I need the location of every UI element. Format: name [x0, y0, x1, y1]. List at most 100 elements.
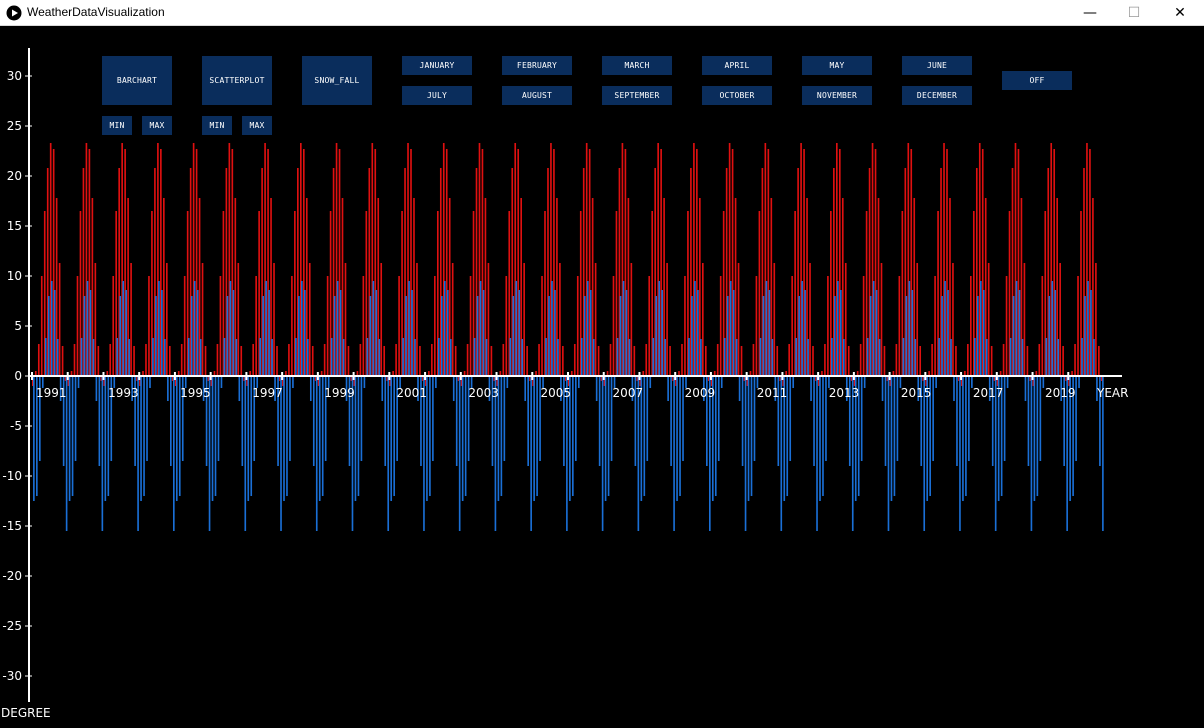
bar-min [447, 290, 449, 376]
bar-min [867, 338, 869, 376]
bar-min [763, 296, 765, 376]
bar-min [146, 376, 148, 461]
bar-max [431, 344, 433, 376]
snowfall-button[interactable]: SNOW_FALL [302, 56, 372, 105]
y-tick-label: -30 [2, 669, 22, 683]
bar-max [899, 276, 901, 376]
month-button-september[interactable]: SEPTEMBER [602, 86, 672, 105]
bar-min [742, 376, 744, 466]
bar-max [312, 346, 314, 376]
y-tick-label: -5 [10, 419, 22, 433]
scatterplot-max-button[interactable]: MAX [242, 116, 272, 135]
barchart-min-button[interactable]: MIN [102, 116, 132, 135]
bar-max [613, 276, 615, 376]
bar-min [670, 376, 672, 466]
bar-min [507, 376, 509, 388]
bar-min [521, 339, 523, 376]
maximize-button[interactable]: ☐ [1111, 0, 1157, 26]
month-button-may[interactable]: MAY [802, 56, 872, 75]
month-button-july[interactable]: JULY [402, 86, 472, 105]
month-button-october[interactable]: OCTOBER [702, 86, 772, 105]
y-tick-label: -10 [2, 469, 22, 483]
month-button-august[interactable]: AUGUST [502, 86, 572, 105]
bar-max [38, 344, 40, 376]
bar-min [819, 376, 821, 501]
bar-max [705, 346, 707, 376]
bar-max [1006, 276, 1008, 376]
bar-min [524, 376, 526, 401]
bar-max [130, 263, 132, 376]
bar-min [879, 339, 881, 376]
bar-min [649, 376, 651, 388]
bar-min [343, 339, 345, 376]
bar-min [215, 376, 217, 496]
month-button-february[interactable]: FEBRUARY [502, 56, 572, 75]
barchart-max-button[interactable]: MAX [142, 116, 172, 135]
bar-min [271, 339, 273, 376]
month-button-april[interactable]: APRIL [702, 56, 772, 75]
bar-min [548, 296, 550, 376]
bar-min [48, 296, 50, 376]
bar-min [375, 290, 377, 376]
bar-min [974, 338, 976, 376]
bar-min [962, 376, 964, 501]
bar-min [795, 338, 797, 376]
bar-max [827, 276, 829, 376]
bar-max [776, 346, 778, 376]
bar-min [164, 339, 166, 376]
bar-max [791, 276, 793, 376]
bar-min [664, 339, 666, 376]
bar-max [395, 344, 397, 376]
bar-min [769, 290, 771, 376]
bar-min [292, 376, 294, 388]
bar-min [676, 376, 678, 501]
bar-min [1031, 376, 1033, 531]
minimize-button[interactable]: — [1067, 0, 1113, 26]
bar-min [891, 376, 893, 501]
weather-bar-chart: 302520151050-5-10-15-20-25-301991 1993 199… [0, 26, 1204, 728]
bar-min [84, 296, 86, 376]
bar-min [241, 376, 243, 466]
month-button-january[interactable]: JANUARY [402, 56, 472, 75]
bar-min [462, 376, 464, 501]
bar-min [953, 376, 955, 401]
bar-min [152, 338, 154, 376]
bar-min [390, 376, 392, 501]
bar-min [405, 296, 407, 376]
bar-min [167, 376, 169, 401]
bar-min [233, 290, 235, 376]
bar-max [595, 263, 597, 376]
bar-min [789, 376, 791, 461]
bar-min [977, 296, 979, 376]
bar-min [655, 296, 657, 376]
bar-min [480, 281, 482, 376]
bar-min [459, 376, 461, 531]
bar-min [724, 338, 726, 376]
y-tick-label: 0 [14, 369, 22, 383]
bar-max [845, 263, 847, 376]
bar-max [255, 276, 257, 376]
scatterplot-button[interactable]: SCATTERPLOT [202, 56, 272, 105]
bar-min [504, 376, 506, 461]
month-button-november[interactable]: NOVEMBER [802, 86, 872, 105]
scatterplot-min-button[interactable]: MIN [202, 116, 232, 135]
bar-max [398, 276, 400, 376]
bar-min [801, 281, 803, 376]
month-button-march[interactable]: MARCH [602, 56, 672, 75]
bar-min [1034, 376, 1036, 501]
bar-max [360, 344, 362, 376]
off-button[interactable]: OFF [1002, 71, 1072, 90]
close-button[interactable]: ✕ [1157, 0, 1203, 26]
bar-min [1057, 339, 1059, 376]
month-button-june[interactable]: JUNE [902, 56, 972, 75]
barchart-button[interactable]: BARCHART [102, 56, 172, 105]
bar-max [505, 276, 507, 376]
bar-min [882, 376, 884, 401]
month-button-december[interactable]: DECEMBER [902, 86, 972, 105]
bar-min [870, 296, 872, 376]
bar-min [885, 376, 887, 466]
bar-min [554, 290, 556, 376]
bar-max [538, 344, 540, 376]
bar-min [143, 376, 145, 496]
bar-min [593, 339, 595, 376]
